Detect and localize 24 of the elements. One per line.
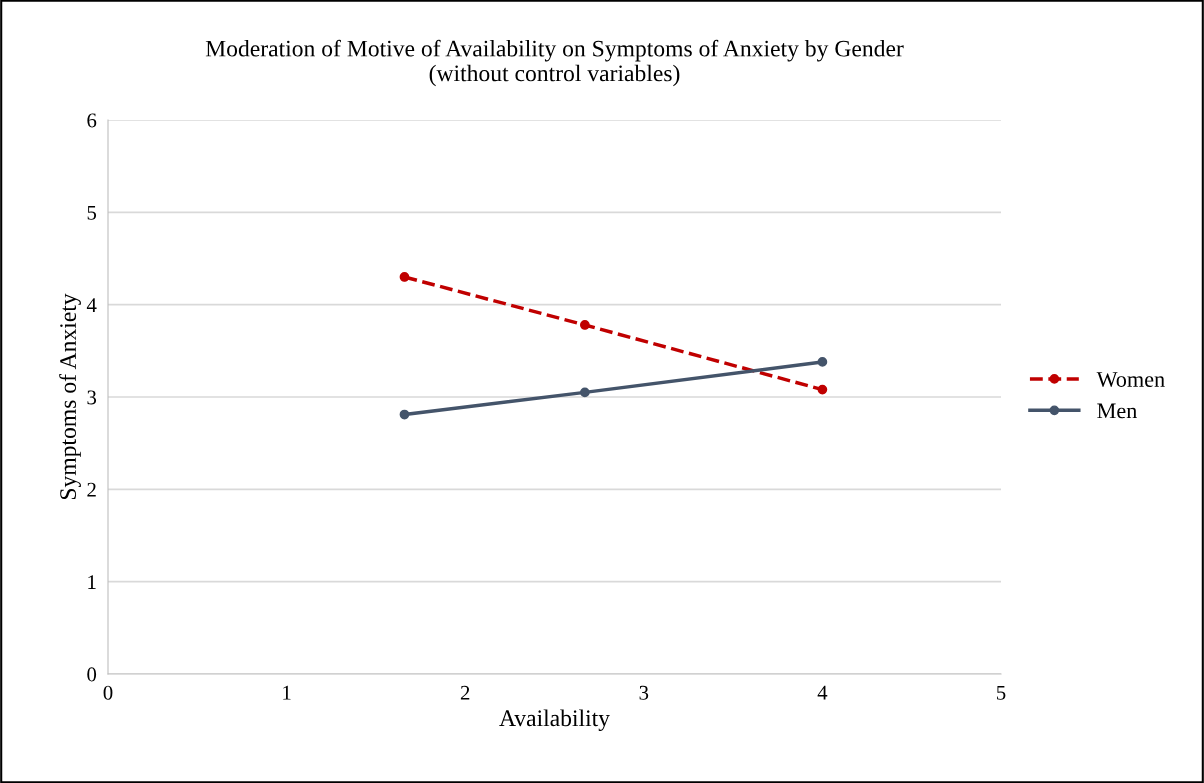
x-tick-label: 4 bbox=[817, 685, 828, 700]
point bbox=[580, 320, 590, 330]
x-tick-label: 1 bbox=[283, 685, 291, 700]
x-axis-title: Availability bbox=[499, 709, 610, 732]
x-tick-label: 0 bbox=[103, 685, 113, 700]
y-tick-label: 4 bbox=[86, 298, 97, 312]
chart-title: Moderation of Motive of Availability on Symptoms of Anxiety by Gender (without control variables) bbox=[205, 39, 904, 87]
legend-label: Men bbox=[1097, 403, 1137, 419]
y-tick-label: 6 bbox=[87, 113, 97, 128]
point bbox=[580, 387, 590, 398]
x-tick-label: 3 bbox=[639, 685, 649, 700]
y-tick-label: 3 bbox=[87, 390, 97, 405]
y-tick-label: 1 bbox=[88, 575, 96, 589]
y-tick-label: 5 bbox=[87, 205, 97, 220]
point bbox=[817, 384, 828, 395]
x-tick-label: 5 bbox=[997, 685, 1006, 700]
y-tick-label: 2 bbox=[87, 482, 96, 497]
point bbox=[399, 272, 410, 282]
y-axis-title: Symptoms of Anxiety bbox=[59, 293, 81, 500]
legend-label: Women bbox=[1096, 372, 1165, 388]
x-tick-label: 2 bbox=[460, 685, 470, 700]
y-tick-label: 0 bbox=[87, 667, 97, 682]
point bbox=[399, 409, 410, 420]
point bbox=[817, 357, 828, 367]
